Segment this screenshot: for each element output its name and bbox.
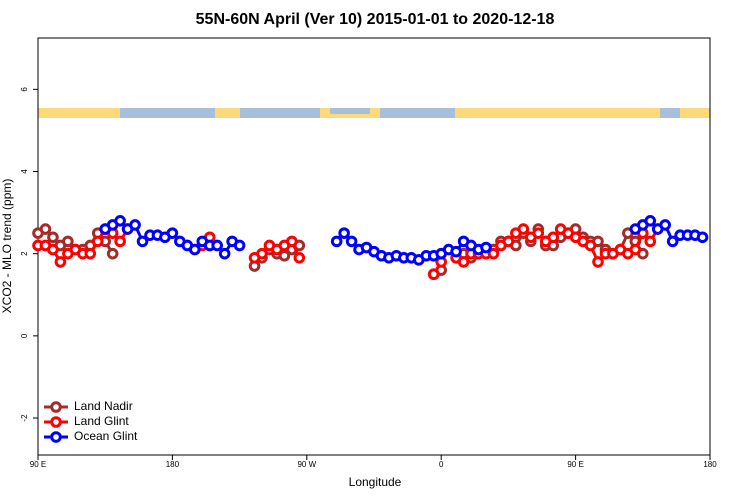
point	[218, 247, 231, 260]
point	[62, 235, 74, 248]
point	[666, 235, 679, 248]
map-strip	[38, 108, 710, 118]
x-tick-label: 90 W	[297, 460, 316, 469]
point	[457, 256, 470, 268]
point	[644, 235, 657, 248]
point	[293, 251, 306, 264]
point	[629, 243, 642, 256]
y-tick-label: 0	[20, 333, 29, 338]
point	[233, 239, 246, 252]
y-tick-label: 6	[20, 87, 29, 92]
point	[532, 227, 545, 239]
point	[450, 245, 462, 258]
legend-marker	[50, 401, 62, 413]
point	[338, 227, 350, 239]
legend-marker	[50, 416, 62, 428]
legend-marker	[50, 431, 62, 443]
point	[47, 231, 59, 244]
point	[286, 235, 298, 248]
point	[330, 235, 343, 248]
point	[114, 215, 126, 227]
point	[136, 235, 149, 248]
point	[106, 247, 119, 260]
point	[129, 219, 141, 231]
point	[91, 235, 104, 248]
legend-label: Land Glint	[74, 414, 129, 428]
point	[659, 219, 672, 231]
point	[480, 241, 492, 254]
point	[278, 249, 291, 262]
point	[47, 243, 59, 256]
point	[644, 215, 657, 227]
point	[584, 239, 597, 252]
point	[256, 247, 268, 260]
point	[114, 235, 126, 248]
x-tick-label: 180	[703, 460, 717, 469]
point	[592, 256, 604, 268]
point	[427, 268, 440, 281]
chart-title: 55N-60N April (Ver 10) 2015-01-01 to 202…	[196, 11, 555, 28]
point	[54, 256, 67, 268]
point	[211, 239, 223, 252]
x-tick-label: 180	[166, 460, 180, 469]
y-tick-label: 4	[20, 169, 29, 174]
point	[189, 243, 201, 256]
x-tick-label: 90 E	[567, 460, 583, 469]
y-tick-label: -2	[20, 414, 29, 422]
point	[166, 227, 179, 239]
y-tick-label: 2	[20, 251, 29, 256]
x-tick-label: 0	[439, 460, 444, 469]
point	[547, 231, 560, 244]
x-tick-label: 90 E	[30, 460, 46, 469]
x-axis-label: Longitude	[349, 475, 402, 489]
legend-label: Ocean Glint	[74, 429, 138, 443]
legend-label: Land Nadir	[74, 399, 133, 413]
y-axis-label: XCO2 - MLO trend (ppm)	[0, 179, 14, 314]
point	[696, 231, 709, 244]
point	[84, 247, 97, 260]
point	[39, 223, 52, 235]
point	[502, 235, 515, 248]
point	[487, 247, 500, 260]
point	[517, 223, 530, 235]
point	[345, 235, 358, 248]
